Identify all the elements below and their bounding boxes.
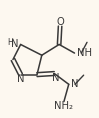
Text: H: H bbox=[8, 38, 13, 47]
Text: N: N bbox=[71, 79, 79, 89]
Text: NH: NH bbox=[77, 48, 92, 58]
Text: N: N bbox=[51, 73, 59, 83]
Text: N: N bbox=[11, 39, 19, 49]
Text: O: O bbox=[56, 17, 64, 27]
Text: NH₂: NH₂ bbox=[54, 101, 73, 111]
Text: N: N bbox=[17, 74, 24, 84]
